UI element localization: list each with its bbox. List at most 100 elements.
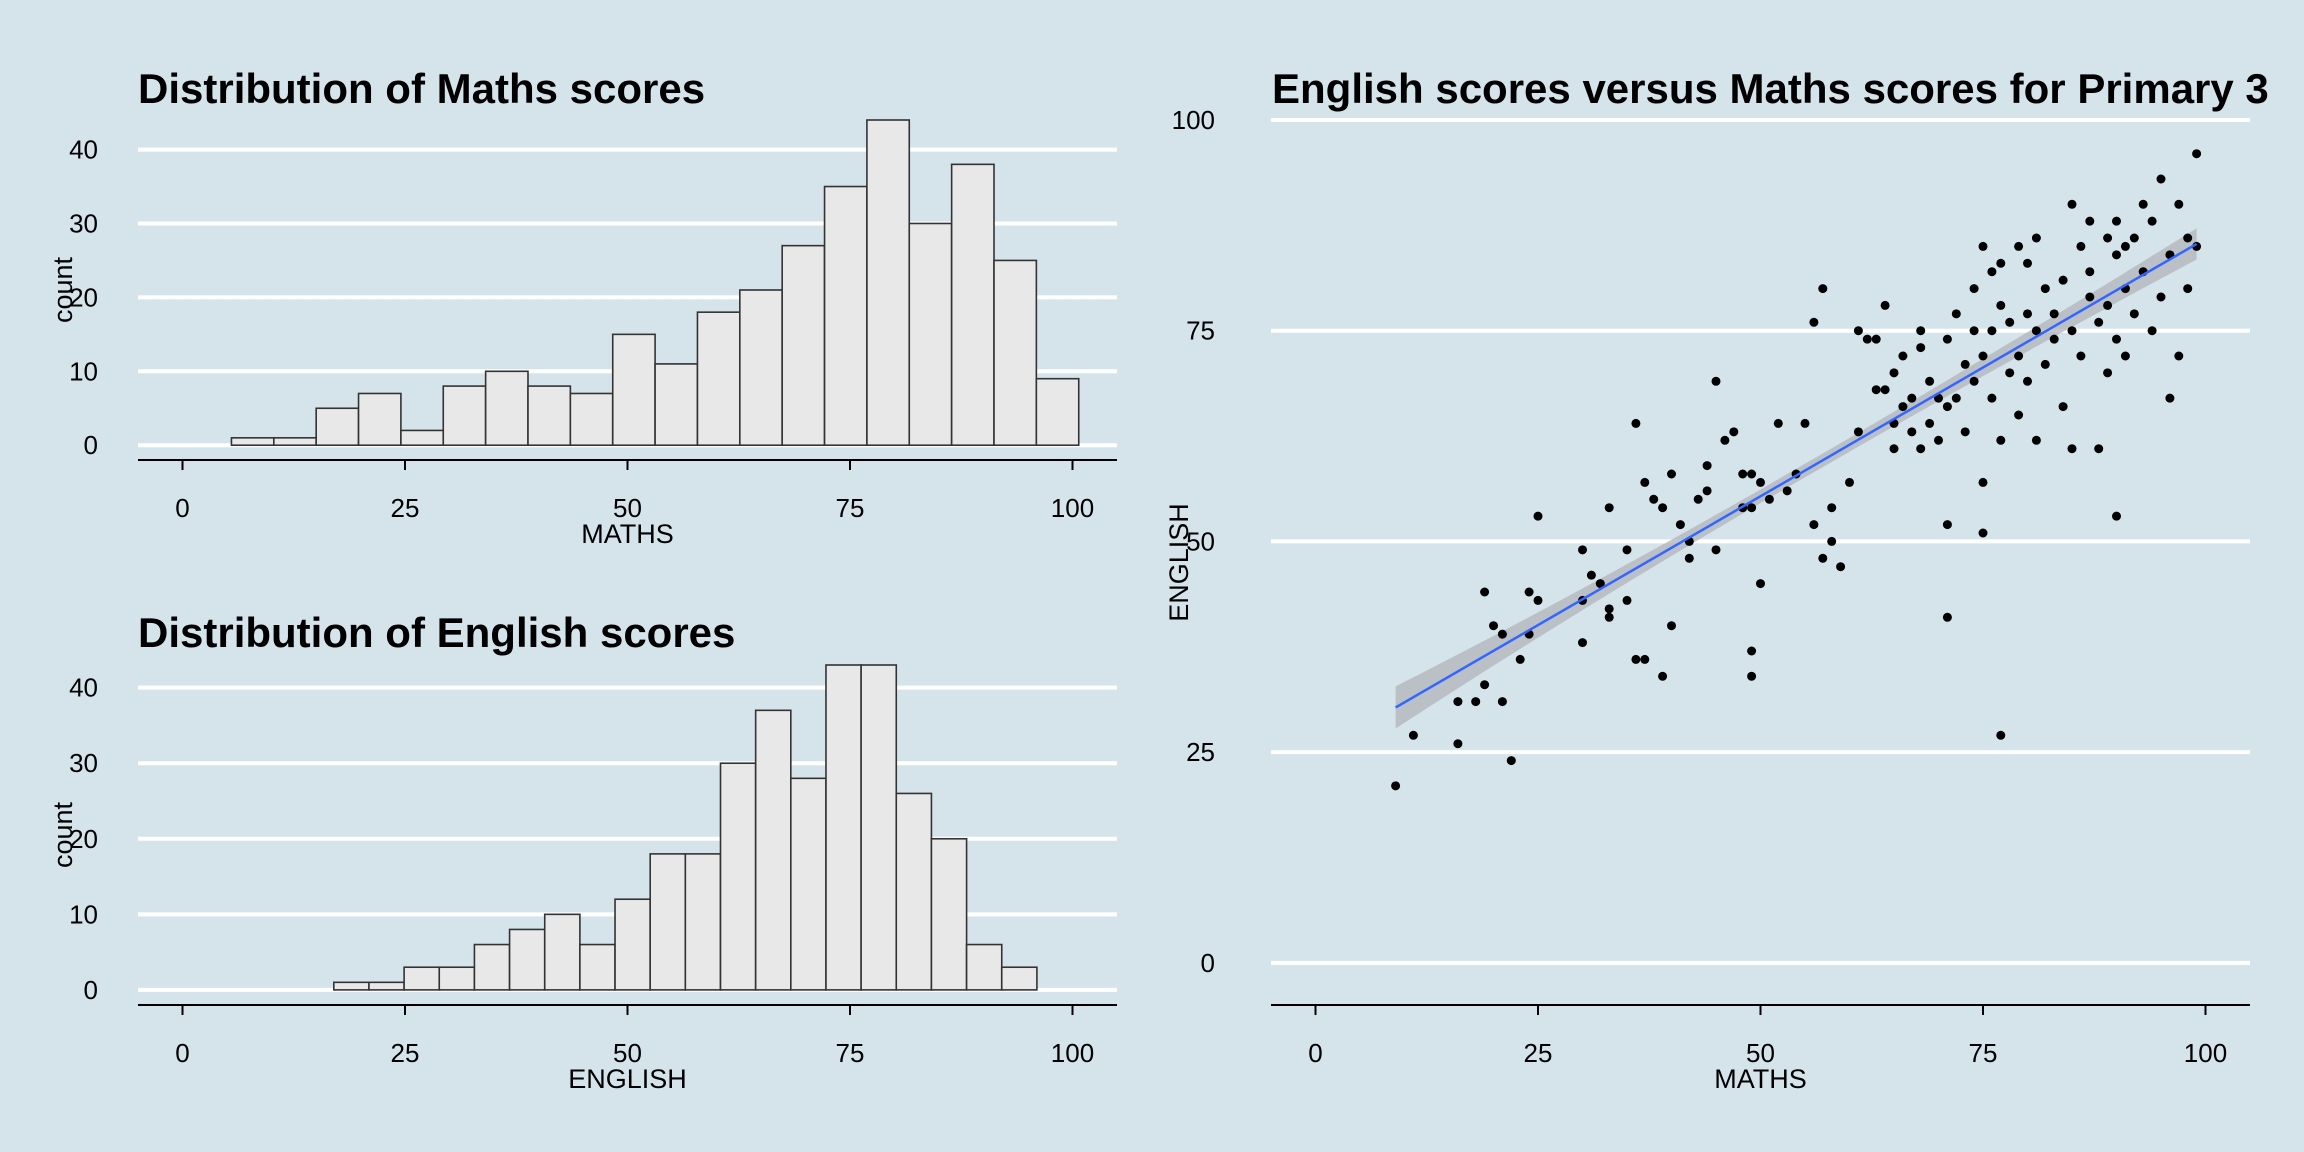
data-point bbox=[1453, 697, 1463, 707]
data-point bbox=[1809, 317, 1819, 327]
data-point bbox=[1747, 503, 1757, 513]
histogram-bar bbox=[754, 709, 792, 991]
data-point bbox=[2058, 275, 2068, 285]
histogram-bar bbox=[473, 943, 511, 991]
x-tick-label: 50 bbox=[613, 1038, 642, 1068]
data-point bbox=[1391, 781, 1401, 791]
data-point bbox=[1800, 418, 1810, 428]
histogram-bar bbox=[866, 119, 911, 447]
data-point bbox=[1978, 351, 1988, 361]
y-tick-label: 40 bbox=[69, 135, 98, 165]
data-point bbox=[1675, 520, 1685, 530]
data-point bbox=[1702, 461, 1712, 471]
data-point bbox=[1533, 595, 1543, 605]
data-point bbox=[1578, 638, 1587, 648]
x-tick-label: 25 bbox=[391, 1038, 420, 1068]
data-point bbox=[1907, 427, 1917, 437]
data-point bbox=[2049, 309, 2059, 319]
data-point bbox=[1408, 730, 1418, 740]
data-point bbox=[2129, 309, 2139, 319]
chart-title: Distribution of Maths scores bbox=[138, 65, 705, 112]
histogram-bar bbox=[1000, 966, 1038, 991]
data-point bbox=[1978, 477, 1988, 487]
data-point bbox=[2094, 317, 2104, 327]
data-point bbox=[2031, 233, 2041, 243]
x-axis-label: MATHS bbox=[581, 519, 674, 549]
y-tick-label: 40 bbox=[69, 673, 98, 703]
y-tick-label: 20 bbox=[69, 282, 98, 312]
data-point bbox=[1667, 469, 1676, 479]
data-point bbox=[1533, 511, 1543, 521]
data-point bbox=[1658, 671, 1668, 681]
data-point bbox=[1471, 697, 1481, 707]
data-point bbox=[1497, 697, 1507, 707]
data-point bbox=[2156, 174, 2166, 184]
data-point bbox=[1586, 570, 1596, 580]
data-point bbox=[1898, 351, 1908, 361]
data-point bbox=[1756, 477, 1765, 487]
data-point bbox=[2023, 258, 2032, 268]
data-point bbox=[2005, 317, 2015, 327]
histogram-bar bbox=[403, 966, 441, 991]
data-point bbox=[1987, 326, 1997, 336]
x-tick-label: 0 bbox=[175, 493, 189, 523]
data-point bbox=[1942, 612, 1952, 622]
data-point bbox=[1658, 503, 1668, 513]
histogram-bar bbox=[368, 981, 405, 991]
histogram-bar bbox=[438, 966, 476, 991]
data-point bbox=[1631, 418, 1641, 428]
data-point bbox=[1578, 545, 1587, 555]
data-point bbox=[1684, 553, 1694, 563]
data-point bbox=[2031, 326, 2041, 336]
data-point bbox=[1809, 520, 1819, 530]
x-tick-label: 75 bbox=[836, 493, 865, 523]
data-point bbox=[1524, 587, 1534, 597]
histogram-bar bbox=[484, 370, 529, 447]
english-histogram: Distribution of English scores 0 10 20 30 40 0… bbox=[48, 609, 1117, 1094]
data-point bbox=[1907, 393, 1917, 403]
data-point bbox=[2183, 284, 2193, 294]
data-point bbox=[2112, 511, 2121, 521]
x-tick-label: 50 bbox=[1746, 1038, 1775, 1068]
data-point bbox=[1942, 402, 1952, 412]
data-point bbox=[1951, 309, 1961, 319]
data-point bbox=[2040, 284, 2050, 294]
histogram-bar bbox=[400, 429, 445, 447]
x-tick-label: 50 bbox=[613, 493, 642, 523]
data-point bbox=[2076, 241, 2086, 251]
histogram-bar bbox=[315, 407, 360, 447]
data-point bbox=[1934, 435, 1943, 445]
histogram-bar bbox=[908, 222, 953, 447]
histogram-bar bbox=[332, 981, 370, 991]
regression-line bbox=[1394, 242, 2198, 709]
data-point bbox=[1996, 300, 2006, 310]
data-point bbox=[1604, 503, 1614, 513]
data-point bbox=[1942, 334, 1952, 344]
y-tick-label: 10 bbox=[69, 356, 98, 386]
histogram-bar bbox=[739, 289, 783, 447]
data-point bbox=[2023, 376, 2032, 386]
data-point bbox=[1747, 646, 1757, 656]
histogram-bar bbox=[527, 385, 572, 447]
data-point bbox=[2058, 402, 2068, 412]
data-point bbox=[1871, 385, 1881, 395]
x-tick-label: 0 bbox=[175, 1038, 189, 1068]
data-point bbox=[1702, 486, 1712, 496]
histogram-bar bbox=[230, 437, 275, 447]
data-point bbox=[2147, 326, 2157, 336]
data-point bbox=[2147, 216, 2157, 226]
data-point bbox=[1996, 730, 2006, 740]
data-point bbox=[2174, 351, 2184, 361]
data-point bbox=[2183, 233, 2193, 243]
data-point bbox=[1631, 654, 1641, 664]
histogram-bar bbox=[950, 163, 995, 447]
data-point bbox=[2031, 435, 2041, 445]
histogram-bar bbox=[825, 664, 862, 991]
histogram-bar bbox=[790, 777, 827, 991]
data-point bbox=[1506, 756, 1516, 766]
histogram-bar bbox=[823, 185, 868, 447]
histogram-bar bbox=[543, 913, 581, 991]
x-tick-label: 25 bbox=[391, 493, 420, 523]
data-point bbox=[1978, 528, 1988, 538]
